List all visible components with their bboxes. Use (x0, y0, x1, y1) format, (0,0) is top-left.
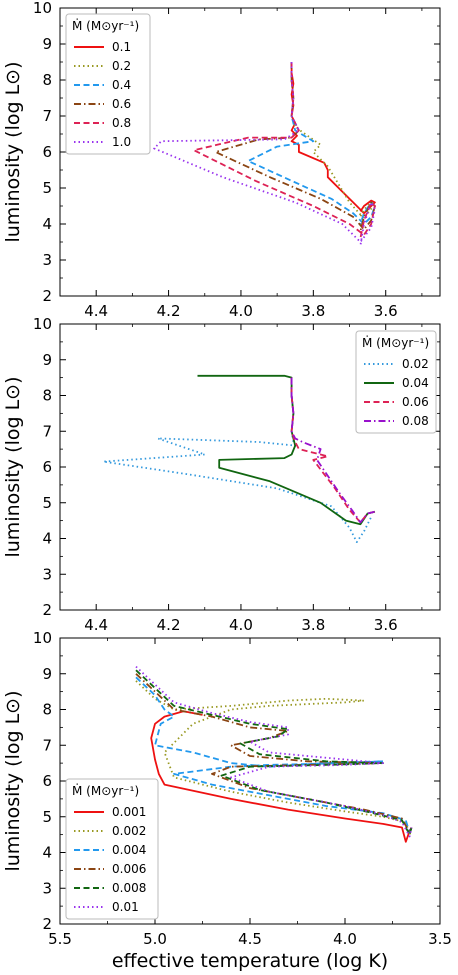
y-tick-label: 9 (42, 665, 52, 683)
legend-entry: 0.04 (402, 376, 429, 390)
legend-entry: 0.002 (112, 824, 146, 838)
series-line-0.8 (192, 62, 376, 239)
x-tick-label: 4.2 (157, 616, 181, 634)
y-tick-label: 6 (42, 458, 52, 476)
y-tick-label: 2 (42, 287, 52, 305)
legend-box (65, 778, 159, 920)
y-tick-label: 4 (42, 215, 52, 233)
series-line-0.006 (135, 673, 413, 834)
panel-2: 2 3 4 5 6 7 8 9 10 4.4 4.2 4.0 3.8 3.6 luminosity (log… (2, 315, 441, 634)
y-tick-label: 8 (42, 701, 52, 719)
legend-box (355, 330, 437, 434)
y-tick-label: 7 (42, 736, 52, 754)
y-tick-label: 7 (42, 422, 52, 440)
series-line-0.2 (290, 62, 376, 220)
x-tick-label: 3.6 (374, 302, 398, 320)
legend-title: Ṁ (M⊙yr⁻¹) (72, 18, 139, 33)
y-tick-label: 6 (42, 772, 52, 790)
y-tick-label: 4 (42, 844, 52, 862)
legend-entry: 0.06 (402, 395, 429, 409)
x-tick-label: 4.4 (84, 616, 108, 634)
legend-entry: 0.4 (112, 78, 131, 92)
legend: Ṁ (M⊙yr⁻¹) 0.1 0.2 0.4 0.6 0.8 1.0 (65, 13, 151, 155)
x-tick-label: 3.6 (374, 616, 398, 634)
x-tick-label: 5.5 (48, 930, 72, 948)
series-group (102, 374, 376, 543)
series-line-0.001 (150, 710, 413, 843)
series-line-0.004 (135, 676, 413, 834)
legend-entry: 0.08 (402, 414, 429, 428)
panel-3: 2 3 4 5 6 7 8 9 10 5.5 5.0 4.5 4.0 3.5 luminosity (log… (2, 629, 452, 972)
legend-entry: 0.6 (112, 97, 131, 111)
y-axis-label: luminosity (log L⊙) (2, 376, 24, 557)
legend-entry: 0.1 (112, 40, 131, 54)
legend-title: Ṁ (M⊙yr⁻¹) (72, 783, 139, 798)
y-tick-label: 8 (42, 387, 52, 405)
y-tick-label: 7 (42, 107, 52, 125)
y-tick-label: 10 (33, 629, 52, 647)
x-tick-label: 4.0 (229, 616, 253, 634)
x-tick-label: 4.4 (84, 302, 108, 320)
series-line-1.0 (153, 62, 376, 246)
y-axis-label: luminosity (log L⊙) (2, 690, 24, 871)
legend: Ṁ (M⊙yr⁻¹) 0.02 0.04 0.06 0.08 (355, 330, 437, 434)
legend-entry: 0.001 (112, 805, 146, 819)
x-tick-label: 4.0 (229, 302, 253, 320)
legend-entry: 0.006 (112, 862, 146, 876)
legend-entry: 1.0 (112, 135, 131, 149)
series-group (153, 62, 376, 246)
x-tick-label: 3.8 (301, 616, 325, 634)
y-tick-label: 5 (42, 179, 52, 197)
y-tick-label: 9 (42, 351, 52, 369)
series-line-0.04 (197, 374, 376, 526)
legend-entry: 0.2 (112, 59, 131, 73)
legend-entry: 0.008 (112, 881, 146, 895)
x-axis-label: effective temperature (log K) (112, 950, 388, 972)
series-group (135, 665, 413, 843)
series-line-0.1 (290, 62, 376, 215)
legend: Ṁ (M⊙yr⁻¹) 0.001 0.002 0.004 0.006 0.008 0.01 (65, 778, 159, 920)
y-tick-label: 9 (42, 35, 52, 53)
panel-1: 2 3 4 5 6 7 8 9 10 4.4 4.2 4.0 3.8 3.6 luminosity (log… (2, 0, 441, 320)
x-tick-label: 4.2 (157, 302, 181, 320)
y-tick-label: 2 (42, 601, 52, 619)
y-tick-label: 10 (33, 0, 52, 17)
y-tick-label: 3 (42, 565, 52, 583)
y-tick-label: 5 (42, 494, 52, 512)
x-tick-label: 4.5 (238, 930, 262, 948)
legend-entry: 0.004 (112, 843, 146, 857)
y-tick-label: 4 (42, 530, 52, 548)
series-line-0.08 (290, 377, 376, 524)
y-tick-label: 6 (42, 143, 52, 161)
legend-entry: 0.02 (402, 357, 429, 371)
x-tick-label: 4.0 (333, 930, 357, 948)
y-axis-label: luminosity (log L⊙) (2, 61, 24, 242)
y-tick-label: 3 (42, 879, 52, 897)
legend-entry: 0.8 (112, 116, 131, 130)
series-line-0.4 (247, 62, 376, 225)
series-line-0.6 (214, 62, 376, 232)
x-tick-label: 3.5 (428, 930, 452, 948)
x-tick-label: 5.0 (143, 930, 167, 948)
y-tick-label: 5 (42, 808, 52, 826)
series-line-0.008 (135, 669, 413, 836)
y-tick-label: 3 (42, 251, 52, 269)
legend-title: Ṁ (M⊙yr⁻¹) (362, 335, 429, 350)
x-tick-label: 3.8 (301, 302, 325, 320)
y-tick-label: 2 (42, 915, 52, 933)
legend-entry: 0.01 (112, 900, 139, 914)
y-tick-label: 8 (42, 71, 52, 89)
legend-box (65, 13, 151, 155)
y-tick-label: 10 (33, 315, 52, 333)
